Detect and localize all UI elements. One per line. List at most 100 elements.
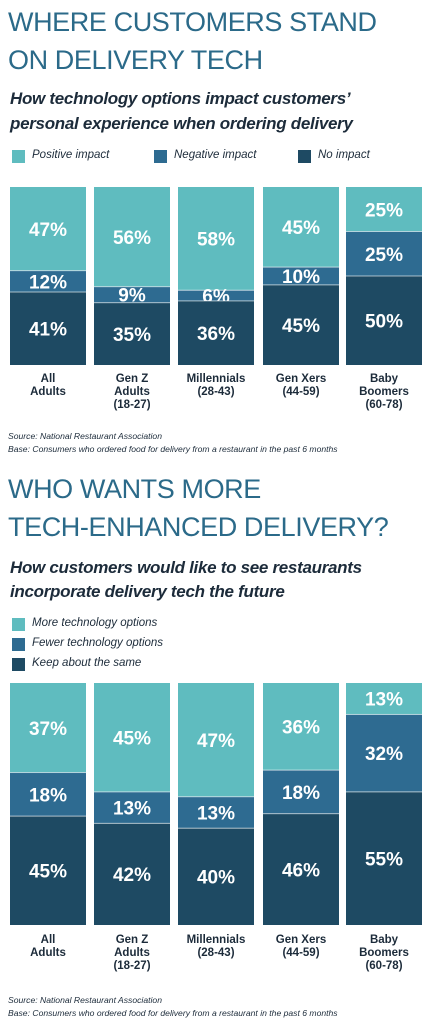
segment-divider — [263, 813, 339, 815]
bar-segment — [94, 302, 170, 365]
data-label: 36% — [282, 718, 320, 739]
category-label-line: All — [40, 934, 56, 946]
chart1-subtitle-line1: How technology options impact customers’ — [10, 89, 351, 108]
data-label: 18% — [29, 785, 67, 806]
legend-swatch — [12, 638, 25, 651]
bar-segment — [178, 683, 254, 797]
data-label: 37% — [29, 719, 67, 740]
bar-segment — [178, 290, 254, 301]
legend-label: Fewer technology options — [32, 637, 164, 649]
chart1-source: Source: National Restaurant Association — [8, 431, 162, 441]
category-label-line: (60-78) — [365, 960, 403, 972]
segment-divider — [94, 302, 170, 304]
chart2-subtitle-line1: How customers would like to see restaura… — [10, 558, 362, 577]
bar-segment — [346, 714, 422, 792]
category-label-line: (44-59) — [282, 947, 320, 959]
bar-segment — [10, 816, 86, 925]
data-label: 25% — [365, 245, 403, 266]
data-label: 50% — [365, 312, 403, 333]
category-label-line: Baby — [369, 934, 399, 946]
category-label-line: Baby — [369, 373, 399, 385]
data-label: 40% — [197, 868, 235, 889]
bar-segment — [346, 683, 422, 715]
bar-segment — [94, 286, 170, 303]
chart2-title-line2: TECH-ENHANCED DELIVERY? — [8, 512, 389, 542]
data-label: 58% — [197, 230, 235, 251]
segment-divider — [263, 284, 339, 286]
bar-segment — [263, 683, 339, 771]
legend-swatch — [154, 150, 167, 163]
bar-segment — [178, 300, 254, 365]
bar-segment — [178, 187, 254, 291]
category-label-line: Gen Xers — [275, 373, 327, 385]
category-label-line: Millennials — [186, 934, 246, 946]
data-label: 13% — [113, 799, 151, 820]
data-label: 18% — [282, 783, 320, 804]
bar-segment — [10, 772, 86, 817]
bar-segment — [10, 292, 86, 365]
bar-segment — [346, 791, 422, 925]
bar-segment — [10, 683, 86, 773]
data-label: 45% — [282, 218, 320, 239]
bar-segment — [346, 276, 422, 365]
segment-divider — [178, 300, 254, 302]
data-label: 45% — [282, 316, 320, 337]
category-label-line: Boomers — [359, 386, 409, 398]
category-label-line: Gen Z — [115, 934, 149, 946]
category-label-line: Adults — [114, 386, 150, 398]
category-label: Gen Z Adults (18-27) — [94, 934, 170, 973]
bar-segment — [263, 284, 339, 365]
segment-divider — [263, 769, 339, 771]
legend-label: More technology options — [32, 617, 158, 629]
category-label-line: (18-27) — [113, 960, 151, 972]
data-label: 13% — [365, 690, 403, 711]
data-label: 32% — [365, 744, 403, 765]
segment-divider — [178, 796, 254, 798]
data-label: 56% — [113, 228, 151, 249]
segment-divider — [10, 815, 86, 817]
data-label: 10% — [282, 267, 320, 288]
chart2-stacked-bars: 37% 18% 45% 45% 13% 42% 47% 13% 40% 36% 18% 46% 13% 3… — [0, 683, 426, 925]
segment-divider — [10, 291, 86, 293]
category-label-line: Millennials — [186, 373, 246, 385]
data-label: 12% — [29, 272, 67, 293]
chart1-subtitle-line2: personal experience when ordering delive… — [10, 114, 353, 133]
category-label-line: Gen Xers — [275, 934, 327, 946]
segment-divider — [94, 822, 170, 824]
category-label-line: Boomers — [359, 947, 409, 959]
segment-divider — [94, 791, 170, 793]
category-label: All Adults — [10, 373, 86, 399]
data-label: 45% — [29, 862, 67, 883]
category-label-line: Adults — [30, 947, 66, 959]
category-label-line: (44-59) — [282, 386, 320, 398]
data-label: 47% — [29, 220, 67, 241]
bar-segment — [94, 823, 170, 925]
chart2-title-line1: WHO WANTS MORE — [8, 474, 261, 504]
category-label: Gen Z Adults (18-27) — [94, 373, 170, 412]
category-label: Millennials (28-43) — [178, 934, 254, 960]
data-label: 55% — [365, 849, 403, 870]
segment-divider — [346, 275, 422, 277]
bar-segment — [10, 270, 86, 293]
bar-segment — [178, 828, 254, 925]
data-label: 45% — [113, 728, 151, 749]
category-label: Gen Xers (44-59) — [263, 373, 339, 399]
legend-label: No impact — [318, 149, 370, 161]
bar-segment — [263, 770, 339, 814]
category-label-line: Adults — [114, 947, 150, 959]
category-label: All Adults — [10, 934, 86, 960]
bar-segment — [94, 683, 170, 792]
segment-divider — [10, 270, 86, 272]
bar-segment — [263, 813, 339, 925]
chart1-base: Base: Consumers who ordered food for del… — [8, 444, 338, 454]
chart2-base: Base: Consumers who ordered food for del… — [8, 1008, 338, 1018]
segment-divider — [178, 289, 254, 291]
chart1-svg: 47%12%41%56%9%35%58%6%36%45%10%45%25%25%… — [10, 187, 422, 365]
segment-divider — [346, 231, 422, 232]
chart2-svg: 37% 18% 45% 45% 13% 42% 47% 13% 40% 36% 18% 46% 13% 3… — [10, 683, 422, 925]
category-label-line: (28-43) — [197, 947, 235, 959]
legend-swatch — [12, 658, 25, 671]
legend-swatch — [12, 618, 25, 631]
segment-divider — [346, 713, 422, 715]
legend-swatch — [298, 150, 311, 163]
